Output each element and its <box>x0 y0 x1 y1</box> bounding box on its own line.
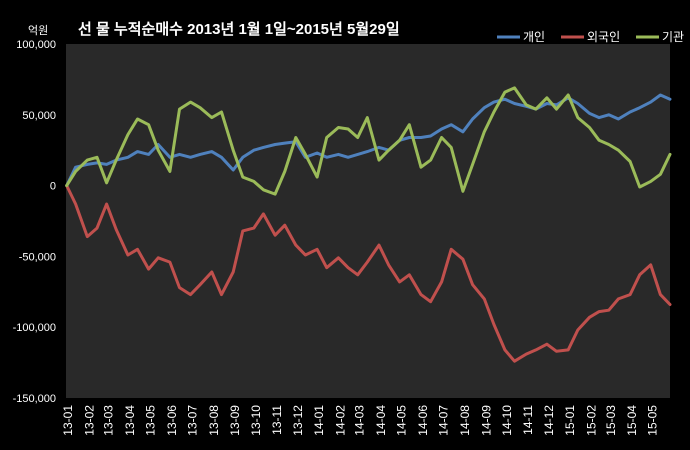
chart-title: 선 물 누적순매수 2013년 1월 1일~2015년 5월29일 <box>78 20 400 38</box>
y-tick-label: -50,000 <box>19 251 56 263</box>
x-tick-label: 15-02 <box>585 405 599 436</box>
x-tick-label: 15-05 <box>646 405 660 436</box>
x-tick-label: 13-03 <box>102 405 116 436</box>
y-axis-tick-labels: 100,000 50,000 0 -50,000 -100,000 -150,000 <box>13 39 56 405</box>
x-tick-label: 13-02 <box>82 405 96 436</box>
legend-label-institution: 기관 <box>662 30 684 44</box>
y-tick-label: -100,000 <box>13 322 56 334</box>
x-tick-label: 14-05 <box>395 405 409 436</box>
x-tick-label: 14-07 <box>437 405 451 436</box>
x-tick-label: 14-12 <box>542 405 556 436</box>
x-tick-label: 14-06 <box>416 405 430 436</box>
legend-item-institution: 기관 <box>636 30 684 44</box>
legend-item-foreign: 외국인 <box>561 30 620 44</box>
x-tick-label: 13-11 <box>270 405 284 435</box>
y-tick-label: 100,000 <box>16 39 56 51</box>
x-tick-label: 13-09 <box>228 405 242 436</box>
legend-label-foreign: 외국인 <box>587 30 620 44</box>
x-tick-label: 13-10 <box>249 405 263 436</box>
y-tick-label: 50,000 <box>22 110 56 122</box>
y-unit-label: 억원 <box>28 24 48 37</box>
x-tick-label: 14-01 <box>312 405 326 436</box>
plot-area <box>66 44 670 398</box>
series-line-institution <box>65 86 672 196</box>
x-tick-label: 13-07 <box>186 405 200 436</box>
x-tick-label: 14-03 <box>353 405 367 436</box>
legend-item-individual: 개인 <box>497 30 545 44</box>
x-tick-label: 14-08 <box>458 405 472 436</box>
x-tick-label: 14-02 <box>333 405 347 436</box>
series-lines <box>65 86 672 363</box>
y-tick-label: -150,000 <box>13 393 56 405</box>
x-tick-label: 13-08 <box>207 405 221 436</box>
x-tick-label: 13-12 <box>291 405 305 436</box>
x-axis-tick-labels: 13-01 13-02 13-03 13-04 13-05 13-06 13-07 13-08… <box>61 405 660 436</box>
x-tick-label: 14-04 <box>374 405 388 436</box>
legend: 개인 외국인 기관 <box>497 30 684 44</box>
x-tick-label: 13-01 <box>61 405 75 436</box>
y-tick-label: 0 <box>50 181 56 193</box>
x-tick-label: 13-04 <box>123 405 137 436</box>
x-tick-label: 15-01 <box>563 405 577 436</box>
x-tick-label: 13-06 <box>165 405 179 436</box>
x-tick-label: 14-09 <box>479 405 493 436</box>
x-tick-label: 15-04 <box>625 405 639 436</box>
x-tick-label: 15-03 <box>604 405 618 436</box>
x-tick-label: 14-10 <box>500 405 514 436</box>
x-tick-label: 13-05 <box>144 405 158 436</box>
x-tick-label: 14-11 <box>521 405 535 435</box>
legend-label-individual: 개인 <box>523 30 545 44</box>
series-line-foreign <box>65 184 672 363</box>
